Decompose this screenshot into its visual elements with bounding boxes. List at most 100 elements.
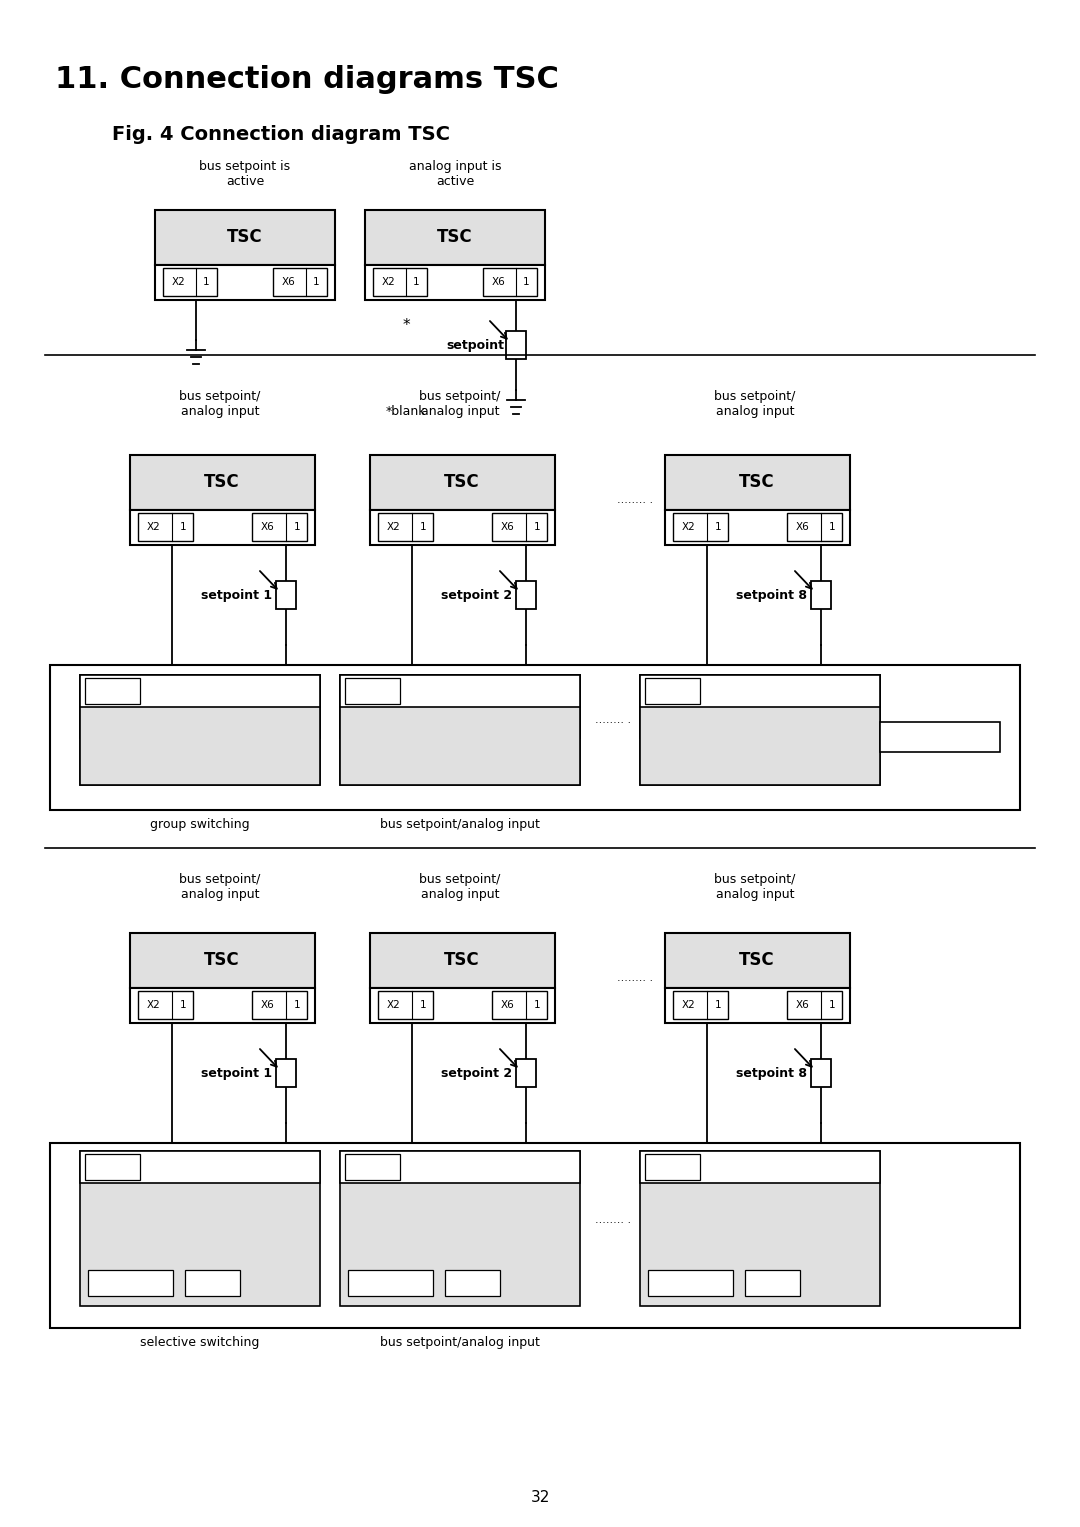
Text: X1: X1 [94, 686, 108, 696]
Bar [378, 991, 433, 1019]
Text: bus setpoint/analog input: bus setpoint/analog input [380, 1336, 540, 1348]
Text: 5: 5 [388, 1162, 394, 1173]
Bar [276, 580, 296, 609]
Text: X6: X6 [282, 276, 296, 287]
Text: 1: 1 [313, 276, 320, 287]
Text: bus setpoint/
analog input: bus setpoint/ analog input [179, 389, 260, 418]
Text: TSC: TSC [444, 473, 480, 492]
Text: 5: 5 [688, 1162, 694, 1173]
Text: Bit 0: Bit 0 [200, 1278, 224, 1287]
Text: X6: X6 [261, 522, 275, 531]
Bar [138, 991, 193, 1019]
Text: 1: 1 [523, 276, 529, 287]
Bar [345, 678, 400, 704]
Text: setpoint 8: setpoint 8 [735, 1066, 807, 1080]
Bar [370, 510, 555, 545]
Bar [185, 1270, 240, 1296]
Bar [811, 580, 831, 609]
Bar [80, 675, 320, 785]
Bar [373, 269, 427, 296]
Text: X2: X2 [354, 1162, 368, 1173]
Text: group switching: group switching [150, 818, 249, 831]
Bar [252, 513, 307, 541]
Text: X1: X1 [94, 1162, 108, 1173]
Text: X2: X2 [147, 1000, 161, 1009]
Text: analog input is
active: analog input is active [408, 160, 501, 188]
Bar [340, 1151, 580, 1183]
Text: 1: 1 [294, 522, 300, 531]
Text: ........ .: ........ . [617, 495, 653, 505]
Text: X2: X2 [382, 276, 396, 287]
Bar [345, 1154, 400, 1180]
Bar [640, 675, 880, 738]
Text: bus setpoint/
analog input: bus setpoint/ analog input [714, 873, 796, 901]
Bar [80, 1151, 320, 1183]
Text: ..........: .......... [148, 686, 181, 696]
Text: Parameter: Parameter [103, 1278, 157, 1287]
Text: 5: 5 [127, 1162, 134, 1173]
Bar [673, 991, 728, 1019]
Text: TSC: TSC [739, 951, 774, 970]
Text: ........ .: ........ . [595, 715, 631, 725]
Text: TSC: TSC [204, 473, 240, 492]
Text: bus setpoint/analog input: bus setpoint/analog input [380, 818, 540, 831]
Bar [507, 331, 526, 359]
Text: bus setpoint/
analog input: bus setpoint/ analog input [179, 873, 260, 901]
Bar [365, 266, 545, 299]
Bar [80, 675, 320, 738]
Bar [340, 675, 580, 738]
Text: Parameter: Parameter [363, 1278, 417, 1287]
Text: X6: X6 [492, 276, 505, 287]
Bar [745, 1270, 800, 1296]
Bar [787, 991, 842, 1019]
Text: 1: 1 [828, 522, 835, 531]
Text: selective switching: selective switching [140, 1336, 259, 1348]
Bar [80, 692, 320, 785]
Text: 1: 1 [413, 276, 419, 287]
Text: 1: 1 [420, 522, 427, 531]
Text: X6: X6 [501, 522, 515, 531]
Text: setpoint 2: setpoint 2 [441, 1066, 512, 1080]
Bar [340, 675, 580, 785]
Bar [50, 664, 1020, 809]
Bar [378, 513, 433, 541]
Bar [640, 1151, 880, 1306]
Text: X2: X2 [354, 686, 368, 696]
Bar [370, 988, 555, 1023]
Bar [492, 513, 546, 541]
Text: 1: 1 [715, 522, 721, 531]
Bar [340, 675, 580, 707]
Text: 1: 1 [294, 1000, 300, 1009]
Bar [50, 1144, 1020, 1328]
Bar [87, 1270, 173, 1296]
Text: 1: 1 [388, 686, 394, 696]
Text: Bit 1: Bit 1 [460, 1278, 484, 1287]
Text: 1: 1 [203, 276, 210, 287]
Text: 1: 1 [715, 1000, 721, 1009]
Text: ........ .: ........ . [617, 973, 653, 983]
Text: 11. Connection diagrams TSC: 11. Connection diagrams TSC [55, 66, 558, 95]
Text: 1: 1 [688, 686, 694, 696]
Bar [370, 455, 555, 510]
Bar [252, 991, 307, 1019]
Bar [492, 991, 546, 1019]
Text: X8: X8 [654, 686, 667, 696]
Bar [85, 678, 140, 704]
Text: TSC: TSC [227, 228, 262, 246]
Text: 1: 1 [127, 686, 134, 696]
Text: X2: X2 [683, 522, 696, 531]
Bar [811, 1060, 831, 1087]
Bar [665, 510, 850, 545]
Text: 1: 1 [179, 522, 187, 531]
Bar [880, 722, 1000, 751]
Text: setpoint: setpoint [446, 339, 504, 351]
Bar [665, 933, 850, 988]
Text: 1: 1 [534, 522, 540, 531]
Text: TSC: TSC [739, 473, 774, 492]
Text: 1: 1 [828, 1000, 835, 1009]
Bar [138, 513, 193, 541]
Text: X8: X8 [654, 1162, 667, 1173]
Text: X6: X6 [501, 1000, 515, 1009]
Bar [787, 513, 842, 541]
Bar [516, 1060, 536, 1087]
